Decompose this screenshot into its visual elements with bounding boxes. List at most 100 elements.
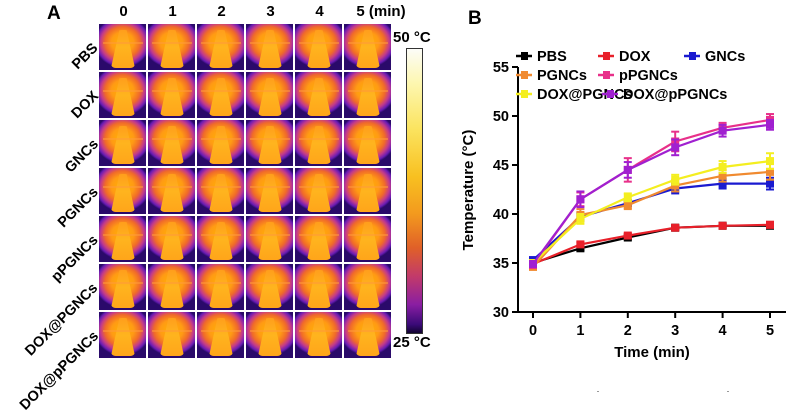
data-point <box>766 120 774 129</box>
data-point <box>623 201 632 210</box>
data-point <box>576 210 585 219</box>
column-label: 0 <box>119 3 128 20</box>
series-line <box>532 170 771 268</box>
thermal-image <box>344 312 391 358</box>
data-point <box>718 126 727 135</box>
thermal-image <box>197 168 244 214</box>
row-label: pPGNCs <box>48 232 102 286</box>
y-tick-label: 45 <box>493 158 509 174</box>
data-point <box>671 137 680 146</box>
data-point <box>766 179 774 188</box>
y-axis-label: Temperature (°C) <box>460 130 477 251</box>
temperature-colorbar <box>406 48 423 334</box>
thermal-image <box>246 312 293 358</box>
artifact-dot <box>727 391 729 392</box>
thermal-image <box>295 312 342 358</box>
row-label: PGNCs <box>55 184 102 231</box>
legend-item: DOX@pPGNCs <box>602 87 727 103</box>
x-tick-label: 0 <box>529 323 537 339</box>
legend-label: DOX <box>619 49 651 65</box>
row-label: DOX <box>68 88 102 122</box>
data-point <box>576 195 585 204</box>
data-point <box>623 193 632 202</box>
data-point <box>576 244 585 253</box>
data-point <box>529 259 537 267</box>
legend-label: pPGNCs <box>619 68 678 84</box>
thermal-image <box>148 24 195 70</box>
thermal-image <box>148 312 195 358</box>
legend-item: PGNCs <box>516 68 587 84</box>
thermal-image <box>295 24 342 70</box>
legend-item: DOX <box>598 49 651 65</box>
legend-marker <box>603 52 610 60</box>
data-point <box>718 123 727 132</box>
panel-a-label: A <box>47 3 61 24</box>
data-point <box>529 260 537 269</box>
thermal-image <box>99 24 146 70</box>
data-point <box>529 256 537 265</box>
row-label: PBS <box>69 40 102 73</box>
thermal-image <box>344 264 391 310</box>
legend-label: DOX@pPGNCs <box>623 87 727 103</box>
data-point <box>623 165 632 174</box>
thermal-image <box>197 216 244 262</box>
legend-item: GNCs <box>684 49 745 65</box>
data-point <box>576 195 585 204</box>
y-tick-label: 55 <box>493 60 509 76</box>
x-tick-label: 2 <box>624 323 632 339</box>
series-line <box>532 182 770 261</box>
legend-marker <box>689 52 696 60</box>
y-tick-label: 40 <box>493 207 509 223</box>
legend-marker <box>607 90 614 98</box>
series-dox-ppgncs <box>529 118 774 268</box>
colorbar-max-label: 50 °C <box>393 29 431 46</box>
data-point <box>623 199 632 208</box>
data-point <box>671 184 680 193</box>
thermal-image <box>295 216 342 262</box>
data-point <box>671 181 680 190</box>
thermal-image <box>344 72 391 118</box>
series-dox <box>529 220 774 268</box>
thermal-image <box>148 72 195 118</box>
thermal-image <box>99 312 146 358</box>
thermal-image <box>246 216 293 262</box>
y-tick-label: 35 <box>493 256 509 272</box>
legend-marker <box>521 90 528 98</box>
x-axis-label: Time (min) <box>614 344 690 361</box>
thermal-image <box>197 24 244 70</box>
legend-marker <box>521 52 528 60</box>
legend-label: DOX@PGNCs <box>537 87 633 103</box>
data-point <box>718 221 727 230</box>
data-point <box>529 262 537 271</box>
thermal-image <box>246 72 293 118</box>
data-point <box>718 162 727 171</box>
data-point <box>766 221 774 230</box>
thermal-image <box>197 264 244 310</box>
legend-label: GNCs <box>705 49 745 65</box>
column-label: 2 <box>217 3 226 20</box>
data-point <box>718 179 727 188</box>
x-tick-label: 5 <box>766 323 774 339</box>
thermal-image <box>344 168 391 214</box>
data-point <box>766 220 774 229</box>
series-line <box>532 118 771 266</box>
thermal-image <box>295 264 342 310</box>
thermal-image <box>344 216 391 262</box>
panel-b-label: B <box>468 8 482 29</box>
data-point <box>576 240 585 249</box>
artifact-dot <box>597 391 599 392</box>
column-label: 3 <box>266 3 275 20</box>
thermal-image <box>344 120 391 166</box>
thermal-image <box>197 120 244 166</box>
data-point <box>766 167 774 176</box>
x-tick-label: 4 <box>719 323 727 339</box>
thermal-image <box>148 264 195 310</box>
thermal-image <box>295 120 342 166</box>
legend-label: PGNCs <box>537 68 587 84</box>
legend-label: PBS <box>537 49 567 65</box>
series-pbs <box>529 221 774 267</box>
thermal-image <box>197 72 244 118</box>
thermal-image <box>99 120 146 166</box>
series-line <box>532 224 770 265</box>
thermal-image <box>295 168 342 214</box>
